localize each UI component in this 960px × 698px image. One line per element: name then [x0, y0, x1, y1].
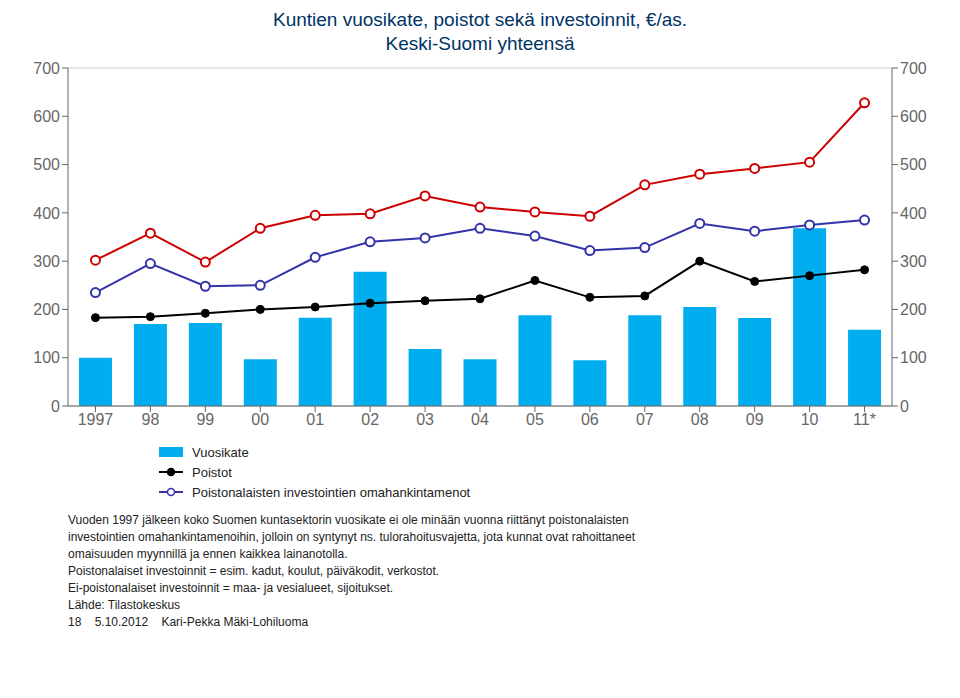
html-text:Poistonalaiset investoinnit =: Poistonalaiset investoinnit = esim. kadu… [68, 564, 440, 578]
html-text:Lähde: Tilastokeskus: Lähde: Tilastokeskus [68, 598, 181, 612]
svg-text:09: 09 [746, 411, 764, 428]
svg-text:99: 99 [196, 411, 214, 428]
svg-text:07: 07 [636, 411, 654, 428]
svg-text:01: 01 [306, 411, 324, 428]
html-text:Poistonalaisten investointien: Poistonalaisten investointien omahankint… [192, 484, 471, 500]
svg-text:00: 00 [251, 411, 269, 428]
svg-text:0: 0 [51, 398, 60, 415]
html-text:18 5.10.2012 Kari-Pekka Mäki-L: 18 5.10.2012 Kari-Pekka Mäki-Lohiluoma [68, 615, 309, 629]
svg-text:400: 400 [900, 205, 927, 222]
html-text:Ei-poistonalaiset investoinnit: Ei-poistonalaiset investoinnit = maa- ja… [68, 581, 394, 595]
svg-text:700: 700 [33, 60, 60, 77]
svg-text:200: 200 [33, 301, 60, 318]
svg-text:0: 0 [900, 398, 909, 415]
html-text:Kuntien vuosikate, poistot sek: Kuntien vuosikate, poistot sekä investoi… [273, 9, 687, 30]
html-text:investointien omahankintamenoi: investointien omahankintamenoihin, jollo… [68, 530, 635, 544]
svg-text:03: 03 [416, 411, 434, 428]
html-text:Vuosikate: Vuosikate [192, 444, 249, 460]
svg-text:100: 100 [900, 349, 927, 366]
svg-text:700: 700 [900, 60, 927, 77]
svg-text:400: 400 [33, 205, 60, 222]
svg-text:500: 500 [33, 156, 60, 173]
svg-text:05: 05 [526, 411, 544, 428]
svg-text:500: 500 [900, 156, 927, 173]
html-text:Keski-Suomi yhteensä: Keski-Suomi yhteensä [385, 33, 575, 54]
svg-text:600: 600 [900, 108, 927, 125]
svg-text:04: 04 [471, 411, 489, 428]
svg-text:11*: 11* [853, 411, 876, 428]
svg-text:06: 06 [581, 411, 599, 428]
svg-text:200: 200 [900, 301, 927, 318]
svg-text:100: 100 [33, 349, 60, 366]
html-text:omaisuuden myynnillä ja ennen: omaisuuden myynnillä ja ennen kaikkea la… [68, 547, 348, 561]
svg-text:300: 300 [900, 253, 927, 270]
svg-text:08: 08 [691, 411, 709, 428]
svg-text:10: 10 [801, 411, 819, 428]
html-text:Poistot: Poistot [192, 464, 232, 480]
svg-text:600: 600 [33, 108, 60, 125]
svg-text:02: 02 [361, 411, 379, 428]
svg-text:300: 300 [33, 253, 60, 270]
svg-text:98: 98 [142, 411, 160, 428]
svg-text:1997: 1997 [78, 411, 114, 428]
html-text:Vuoden 1997 jälkeen koko Suome: Vuoden 1997 jälkeen koko Suomen kuntasek… [68, 513, 629, 527]
